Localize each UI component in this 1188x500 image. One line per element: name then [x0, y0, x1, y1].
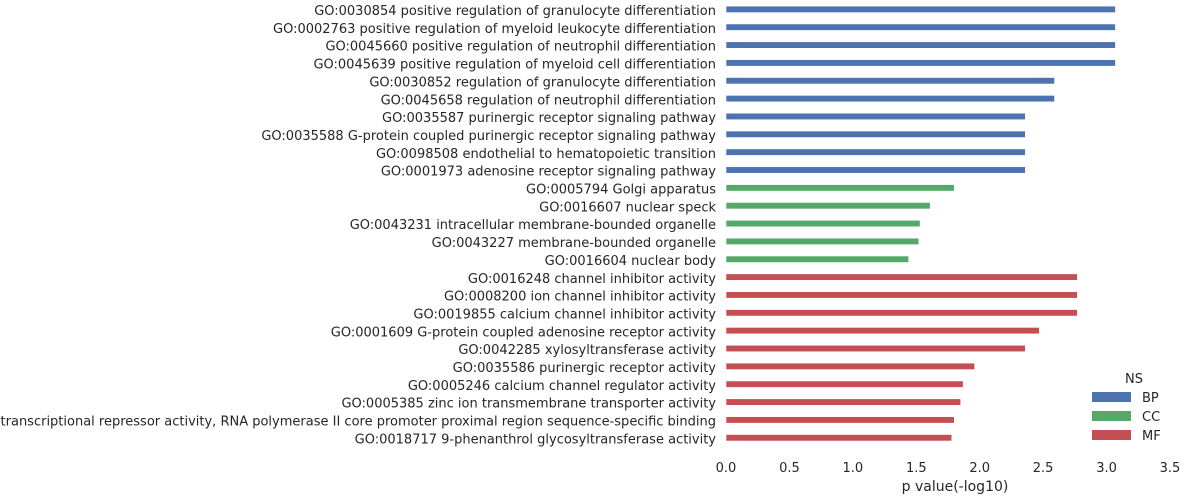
bar-mf	[725, 362, 975, 370]
category-label: GO:0016604 nuclear body	[545, 254, 717, 269]
category-label: GO:0043231 intracellular membrane-bounde…	[350, 218, 716, 233]
legend-swatch-mf	[1092, 430, 1131, 440]
bar-mf	[725, 291, 1078, 299]
x-axis-title: p value(-log10)	[902, 479, 1009, 495]
x-tick-label: 1.0	[843, 461, 864, 476]
bar-cc	[725, 237, 920, 245]
x-tick-label: 0.5	[779, 461, 800, 476]
bar-mf	[725, 380, 964, 388]
bar-mf	[725, 309, 1078, 317]
bar-cc	[725, 202, 931, 210]
category-label: GO:0019855 calcium channel inhibitor act…	[413, 307, 716, 322]
category-label: GO:0005385 zinc ion transmembrane transp…	[341, 397, 716, 412]
bar-bp	[725, 41, 1116, 49]
bar-bp	[725, 148, 1026, 156]
category-label: GO:0035588 G-protein coupled purinergic …	[261, 129, 716, 144]
category-label: GO:0045660 positive regulation of neutro…	[325, 40, 716, 55]
category-label: GO:0001609 G-protein coupled adenosine r…	[331, 325, 717, 340]
bar-cc	[725, 255, 909, 263]
category-labels: GO:0030854 positive regulation of granul…	[0, 4, 716, 447]
legend: NS BP CC MF	[1092, 372, 1161, 444]
legend-title: NS	[1125, 372, 1143, 387]
category-label: GO:0016248 channel inhibitor activity	[468, 272, 716, 287]
x-tick-label: 0.0	[716, 461, 737, 476]
legend-swatch-cc	[1092, 411, 1131, 421]
bar-bp	[725, 166, 1026, 174]
category-label: GO:0001973 adenosine receptor signaling …	[381, 165, 716, 180]
bar-mf	[725, 434, 953, 442]
x-tick-label: 2.0	[969, 461, 990, 476]
category-label: GO:0008200 ion channel inhibitor activit…	[444, 290, 716, 305]
legend-label-bp: BP	[1142, 391, 1159, 406]
x-tick-label: 3.0	[1096, 461, 1117, 476]
category-label: GO:0030854 positive regulation of granul…	[314, 4, 716, 19]
category-label: GO:0035587 purinergic receptor signaling…	[382, 111, 716, 126]
category-label: GO:0045639 positive regulation of myeloi…	[313, 58, 716, 73]
x-tick-label: 1.5	[906, 461, 927, 476]
bar-mf	[725, 327, 1040, 335]
bar-mf	[725, 416, 955, 424]
legend-swatch-bp	[1092, 392, 1131, 402]
bar-bp	[725, 130, 1026, 138]
bar-mf	[725, 344, 1026, 353]
category-label: GO:0018717 9-phenanthrol glycosyltransfe…	[355, 432, 717, 447]
category-label: GO:0005246 calcium channel regulator act…	[408, 379, 716, 394]
category-label: GO:0005794 Golgi apparatus	[526, 183, 716, 198]
bar-bp	[725, 112, 1026, 120]
bar-cc	[725, 220, 921, 228]
legend-label-mf: MF	[1142, 429, 1161, 444]
bars-layer	[725, 5, 1116, 442]
x-tick-label: 3.5	[1160, 461, 1181, 476]
bar-bp	[725, 95, 1055, 103]
category-label: GO:0016607 nuclear speck	[539, 200, 716, 215]
category-label: GO:0045658 regulation of neutrophil diff…	[381, 93, 716, 108]
x-tick-label: 2.5	[1033, 461, 1054, 476]
category-label: GO:0042285 xylosyltransferase activity	[458, 343, 716, 358]
category-label: GO:0043227 membrane-bounded organelle	[432, 236, 716, 251]
category-label: GO:0035586 purinergic receptor activity	[453, 361, 717, 376]
x-axis-ticks: 0.0 0.5 1.0 1.5 2.0 2.5 3.0 3.5	[716, 461, 1181, 476]
bar-bp	[725, 77, 1055, 85]
bar-bp	[725, 23, 1116, 31]
legend-label-cc: CC	[1142, 410, 1160, 425]
bar-bp	[725, 5, 1116, 13]
category-label: GO:0098508 endothelial to hematopoietic …	[376, 147, 716, 162]
bar-bp	[725, 59, 1116, 67]
bar-cc	[725, 184, 955, 192]
bar-mf	[725, 398, 961, 406]
category-label: GO:0001078 transcriptional repressor act…	[0, 415, 716, 430]
category-label: GO:0030852 regulation of granulocyte dif…	[369, 75, 716, 90]
category-label: GO:0002763 positive regulation of myeloi…	[273, 22, 716, 37]
bar-mf	[725, 273, 1078, 281]
